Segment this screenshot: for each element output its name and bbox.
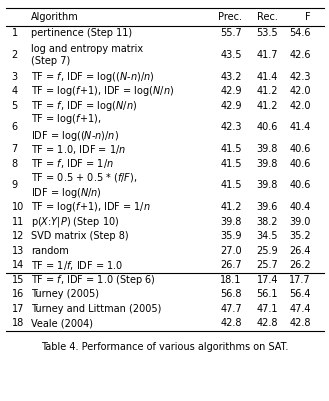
Text: 41.5: 41.5 <box>220 159 242 169</box>
Text: 43.2: 43.2 <box>220 72 242 82</box>
Text: Turney and Littman (2005): Turney and Littman (2005) <box>31 304 162 314</box>
Text: 55.7: 55.7 <box>220 28 242 38</box>
Text: Algorithm: Algorithm <box>31 12 79 22</box>
Text: 39.8: 39.8 <box>257 159 278 169</box>
Text: 27.0: 27.0 <box>220 246 242 256</box>
Text: Turney (2005): Turney (2005) <box>31 289 99 299</box>
Text: 26.7: 26.7 <box>220 260 242 270</box>
Text: 40.6: 40.6 <box>290 180 311 190</box>
Text: 54.6: 54.6 <box>290 28 311 38</box>
Text: 40.4: 40.4 <box>290 202 311 212</box>
Text: TF = 0.5 + 0.5 * ($f$/$F$),
IDF = log($N$/$n$): TF = 0.5 + 0.5 * ($f$/$F$), IDF = log($N… <box>31 171 138 200</box>
Text: 39.6: 39.6 <box>257 202 278 212</box>
Text: 39.8: 39.8 <box>220 217 242 227</box>
Text: 56.1: 56.1 <box>257 289 278 299</box>
Text: TF = $f$, IDF = 1.0 (Step 6): TF = $f$, IDF = 1.0 (Step 6) <box>31 273 156 287</box>
Text: 9: 9 <box>12 180 18 190</box>
Text: 40.6: 40.6 <box>290 159 311 169</box>
Text: TF = $f$, IDF = 1/$n$: TF = $f$, IDF = 1/$n$ <box>31 157 114 170</box>
Text: TF = log($f$+1), IDF = log($N$/$n$): TF = log($f$+1), IDF = log($N$/$n$) <box>31 84 174 98</box>
Text: 43.5: 43.5 <box>220 50 242 60</box>
Text: 42.8: 42.8 <box>290 318 311 328</box>
Text: 39.0: 39.0 <box>290 217 311 227</box>
Text: 5: 5 <box>12 101 18 111</box>
Text: SVD matrix (Step 8): SVD matrix (Step 8) <box>31 231 129 241</box>
Text: 39.8: 39.8 <box>257 144 278 154</box>
Text: 47.7: 47.7 <box>220 304 242 314</box>
Text: 25.9: 25.9 <box>256 246 278 256</box>
Text: 38.2: 38.2 <box>257 217 278 227</box>
Text: 42.3: 42.3 <box>290 72 311 82</box>
Text: Prec.: Prec. <box>218 12 242 22</box>
Text: 14: 14 <box>12 260 24 270</box>
Text: 17: 17 <box>12 304 24 314</box>
Text: 10: 10 <box>12 202 24 212</box>
Text: 42.0: 42.0 <box>290 86 311 96</box>
Text: 12: 12 <box>12 231 24 241</box>
Text: 13: 13 <box>12 246 24 256</box>
Text: 4: 4 <box>12 86 18 96</box>
Text: 40.6: 40.6 <box>290 144 311 154</box>
Text: Veale (2004): Veale (2004) <box>31 318 93 328</box>
Text: 56.4: 56.4 <box>290 289 311 299</box>
Text: 42.6: 42.6 <box>290 50 311 60</box>
Text: 7: 7 <box>12 144 18 154</box>
Text: 53.5: 53.5 <box>256 28 278 38</box>
Text: 41.5: 41.5 <box>220 144 242 154</box>
Text: 42.0: 42.0 <box>290 101 311 111</box>
Text: F: F <box>305 12 311 22</box>
Text: 41.2: 41.2 <box>220 202 242 212</box>
Text: 34.5: 34.5 <box>257 231 278 241</box>
Text: 18: 18 <box>12 318 24 328</box>
Text: 56.8: 56.8 <box>220 289 242 299</box>
Text: 42.9: 42.9 <box>220 86 242 96</box>
Text: pertinence (Step 11): pertinence (Step 11) <box>31 28 132 38</box>
Text: 1: 1 <box>12 28 18 38</box>
Text: 18.1: 18.1 <box>220 275 242 285</box>
Text: 41.7: 41.7 <box>257 50 278 60</box>
Text: TF = 1/$f$, IDF = 1.0: TF = 1/$f$, IDF = 1.0 <box>31 259 123 272</box>
Text: 42.8: 42.8 <box>257 318 278 328</box>
Text: 26.2: 26.2 <box>289 260 311 270</box>
Text: random: random <box>31 246 69 256</box>
Text: 6: 6 <box>12 122 18 132</box>
Text: 25.7: 25.7 <box>256 260 278 270</box>
Text: TF = $f$, IDF = log(($N$-$n$)/$n$): TF = $f$, IDF = log(($N$-$n$)/$n$) <box>31 70 155 84</box>
Text: Rec.: Rec. <box>257 12 278 22</box>
Text: 35.2: 35.2 <box>289 231 311 241</box>
Text: 15: 15 <box>12 275 24 285</box>
Text: 42.8: 42.8 <box>220 318 242 328</box>
Text: 39.8: 39.8 <box>257 180 278 190</box>
Text: log and entropy matrix
(Step 7): log and entropy matrix (Step 7) <box>31 44 143 66</box>
Text: 42.3: 42.3 <box>220 122 242 132</box>
Text: 47.1: 47.1 <box>257 304 278 314</box>
Text: 8: 8 <box>12 159 18 169</box>
Text: TF = $f$, IDF = log($N$/$n$): TF = $f$, IDF = log($N$/$n$) <box>31 99 138 113</box>
Text: Table 4. Performance of various algorithms on SAT.: Table 4. Performance of various algorith… <box>41 342 288 352</box>
Text: 47.4: 47.4 <box>290 304 311 314</box>
Text: 41.5: 41.5 <box>220 180 242 190</box>
Text: 35.9: 35.9 <box>220 231 242 241</box>
Text: TF = 1.0, IDF = 1/$n$: TF = 1.0, IDF = 1/$n$ <box>31 143 126 156</box>
Text: 17.4: 17.4 <box>257 275 278 285</box>
Text: 2: 2 <box>12 50 18 60</box>
Text: 41.4: 41.4 <box>290 122 311 132</box>
Text: 26.4: 26.4 <box>290 246 311 256</box>
Text: 41.4: 41.4 <box>257 72 278 82</box>
Text: 41.2: 41.2 <box>257 101 278 111</box>
Text: 16: 16 <box>12 289 24 299</box>
Text: 3: 3 <box>12 72 18 82</box>
Text: p($X$:$Y$|$P$) (Step 10): p($X$:$Y$|$P$) (Step 10) <box>31 215 120 229</box>
Text: 40.6: 40.6 <box>257 122 278 132</box>
Text: 41.2: 41.2 <box>257 86 278 96</box>
Text: TF = log($f$+1), IDF = 1/$n$: TF = log($f$+1), IDF = 1/$n$ <box>31 200 151 214</box>
Text: 11: 11 <box>12 217 24 227</box>
Text: 42.9: 42.9 <box>220 101 242 111</box>
Text: TF = log($f$+1),
IDF = log(($N$-$n$)/$n$): TF = log($f$+1), IDF = log(($N$-$n$)/$n$… <box>31 112 119 143</box>
Text: 17.7: 17.7 <box>289 275 311 285</box>
